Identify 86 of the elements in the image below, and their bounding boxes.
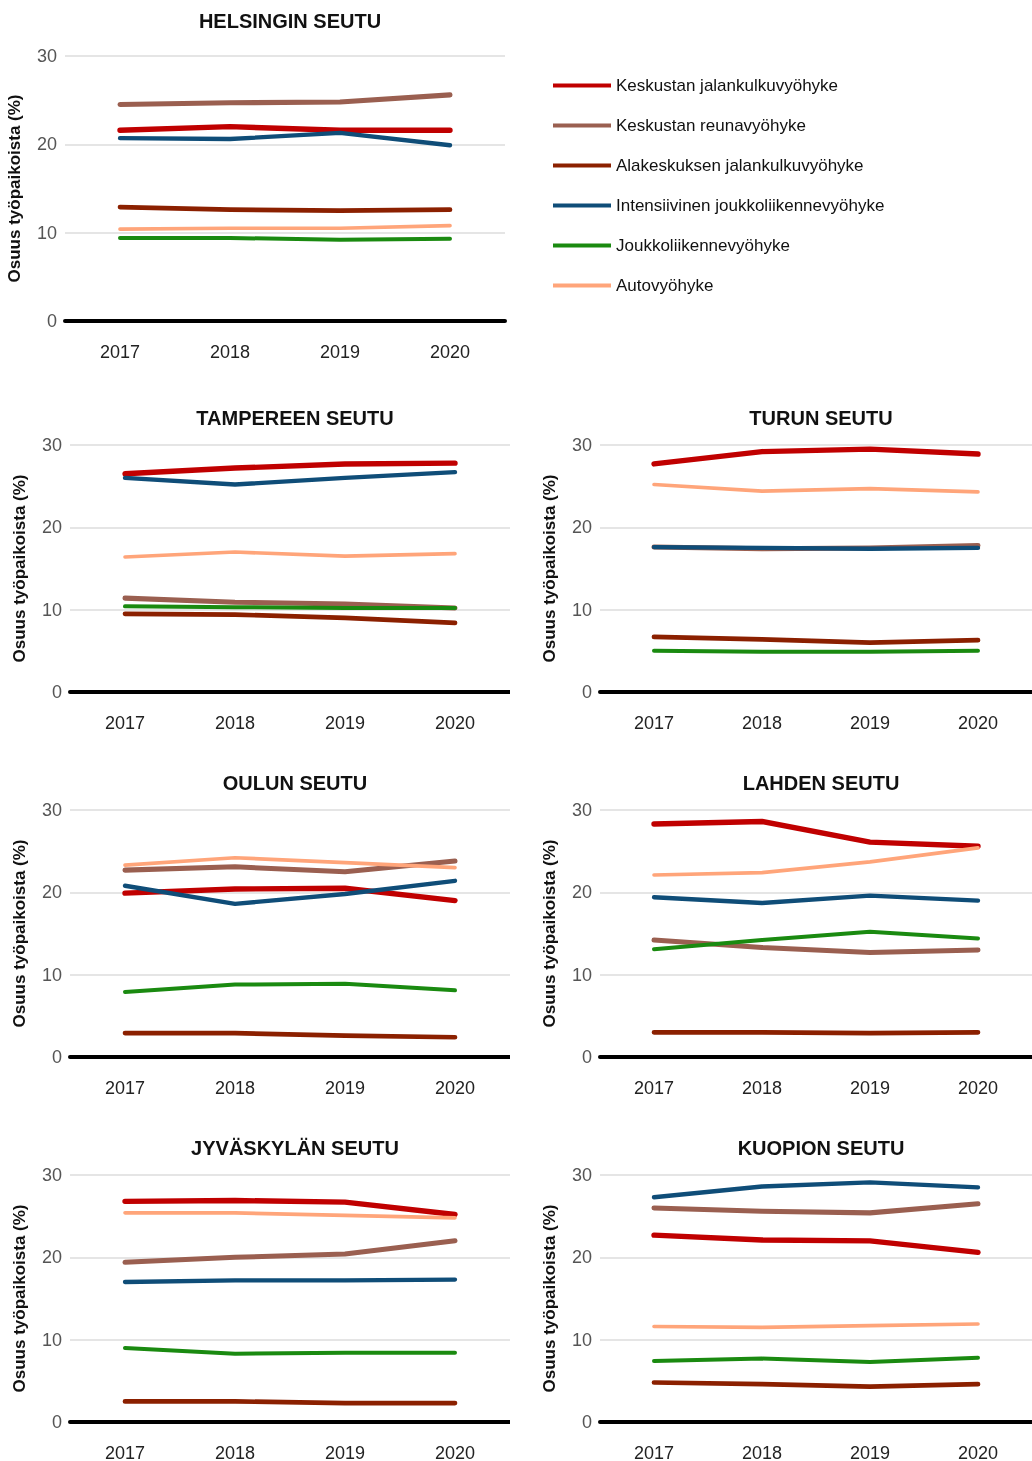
y-tick-label: 20 (41, 517, 62, 538)
y-tick-label: 30 (571, 800, 592, 820)
chart-title: OULUN SEUTU (222, 772, 368, 794)
y-tick-label: 10 (41, 599, 62, 620)
y-tick-label: 20 (41, 1247, 62, 1268)
y-tick-label: 30 (41, 435, 62, 455)
x-tick-label: 2019 (849, 1443, 891, 1461)
x-tick-label: 2020 (957, 713, 999, 733)
line-series (117, 130, 453, 148)
x-tick-label: 2017 (633, 1078, 675, 1098)
y-tick-label: 0 (581, 682, 592, 702)
y-tick-label: 20 (36, 134, 57, 155)
x-tick-label: 2018 (741, 1443, 783, 1461)
x-tick-label: 2020 (434, 713, 476, 733)
x-tick-label: 2019 (849, 713, 891, 733)
x-tick-label: 2020 (957, 1443, 999, 1461)
chart-title: HELSINGIN SEUTU (198, 10, 382, 32)
y-axis-title: Osuus työpaikoista (%) (540, 1204, 559, 1393)
x-tick-label: 2018 (209, 342, 251, 362)
x-tick-label: 2018 (214, 713, 256, 733)
y-tick-label: 0 (581, 1047, 592, 1067)
line-series (122, 611, 458, 626)
y-tick-label: 20 (41, 882, 62, 903)
y-tick-label: 10 (41, 1329, 62, 1350)
x-tick-label: 2019 (319, 342, 361, 362)
y-tick-label: 10 (36, 222, 57, 243)
x-tick-label: 2020 (434, 1078, 476, 1098)
line-series (651, 893, 981, 906)
line-series (652, 846, 980, 877)
legend-label: Intensiivinen joukkoliikennevyöhyke (616, 196, 885, 215)
line-series (123, 855, 457, 870)
x-tick-label: 2019 (324, 713, 366, 733)
y-tick-label: 10 (41, 964, 62, 985)
y-axis-title: Osuus työpaikoista (%) (10, 474, 29, 663)
x-tick-label: 2019 (849, 1078, 891, 1098)
x-tick-label: 2018 (741, 1078, 783, 1098)
line-series (652, 929, 980, 952)
y-tick-label: 0 (51, 682, 62, 702)
line-series (652, 482, 980, 494)
legend-label: Joukkoliikennevyöhyke (616, 236, 790, 255)
y-tick-label: 30 (41, 1165, 62, 1185)
y-tick-label: 10 (571, 1329, 592, 1350)
x-tick-label: 2020 (957, 1078, 999, 1098)
y-tick-label: 0 (51, 1047, 62, 1067)
y-axis-title: Osuus työpaikoista (%) (10, 1204, 29, 1393)
y-tick-label: 0 (581, 1412, 592, 1432)
chart-title: TAMPEREEN SEUTU (196, 407, 394, 429)
legend-label: Keskustan jalankulkuvyöhyke (616, 76, 839, 95)
y-axis-title: Osuus työpaikoista (%) (540, 839, 559, 1028)
y-tick-label: 20 (571, 1247, 592, 1268)
x-tick-label: 2017 (104, 713, 146, 733)
x-tick-label: 2017 (104, 1078, 146, 1098)
y-axis-title: Osuus työpaikoista (%) (540, 474, 559, 663)
x-tick-label: 2017 (104, 1443, 146, 1461)
x-tick-label: 2018 (214, 1078, 256, 1098)
y-axis-title: Osuus työpaikoista (%) (10, 839, 29, 1028)
y-tick-label: 10 (571, 964, 592, 985)
y-tick-label: 20 (571, 517, 592, 538)
x-tick-label: 2018 (214, 1443, 256, 1461)
x-tick-label: 2017 (633, 713, 675, 733)
chart-title: TURUN SEUTU (749, 407, 893, 429)
y-tick-label: 0 (51, 1412, 62, 1432)
legend-label: Autovyöhyke (616, 276, 714, 295)
y-tick-label: 10 (571, 599, 592, 620)
x-tick-label: 2019 (324, 1078, 366, 1098)
x-tick-label: 2017 (99, 342, 141, 362)
x-tick-label: 2019 (324, 1443, 366, 1461)
y-tick-label: 30 (36, 46, 57, 66)
x-tick-label: 2020 (434, 1443, 476, 1461)
x-tick-label: 2017 (633, 1443, 675, 1461)
y-tick-label: 0 (46, 311, 57, 331)
chart-title: KUOPION SEUTU (737, 1137, 905, 1159)
x-tick-label: 2018 (741, 713, 783, 733)
y-axis-title: Osuus työpaikoista (%) (5, 94, 24, 283)
line-series (651, 1180, 981, 1200)
line-series (122, 878, 458, 907)
y-tick-label: 30 (571, 1165, 592, 1185)
y-tick-label: 30 (41, 800, 62, 820)
line-series (123, 981, 457, 994)
chart-title: JYVÄSKYLÄN SEUTU (191, 1137, 399, 1159)
legend-label: Keskustan reunavyöhyke (616, 116, 806, 135)
chart-title: LAHDEN SEUTU (742, 772, 900, 794)
legend-label: Alakeskuksen jalankulkuvyöhyke (616, 156, 864, 175)
x-tick-label: 2020 (429, 342, 471, 362)
y-tick-label: 20 (571, 882, 592, 903)
y-tick-label: 30 (571, 435, 592, 455)
